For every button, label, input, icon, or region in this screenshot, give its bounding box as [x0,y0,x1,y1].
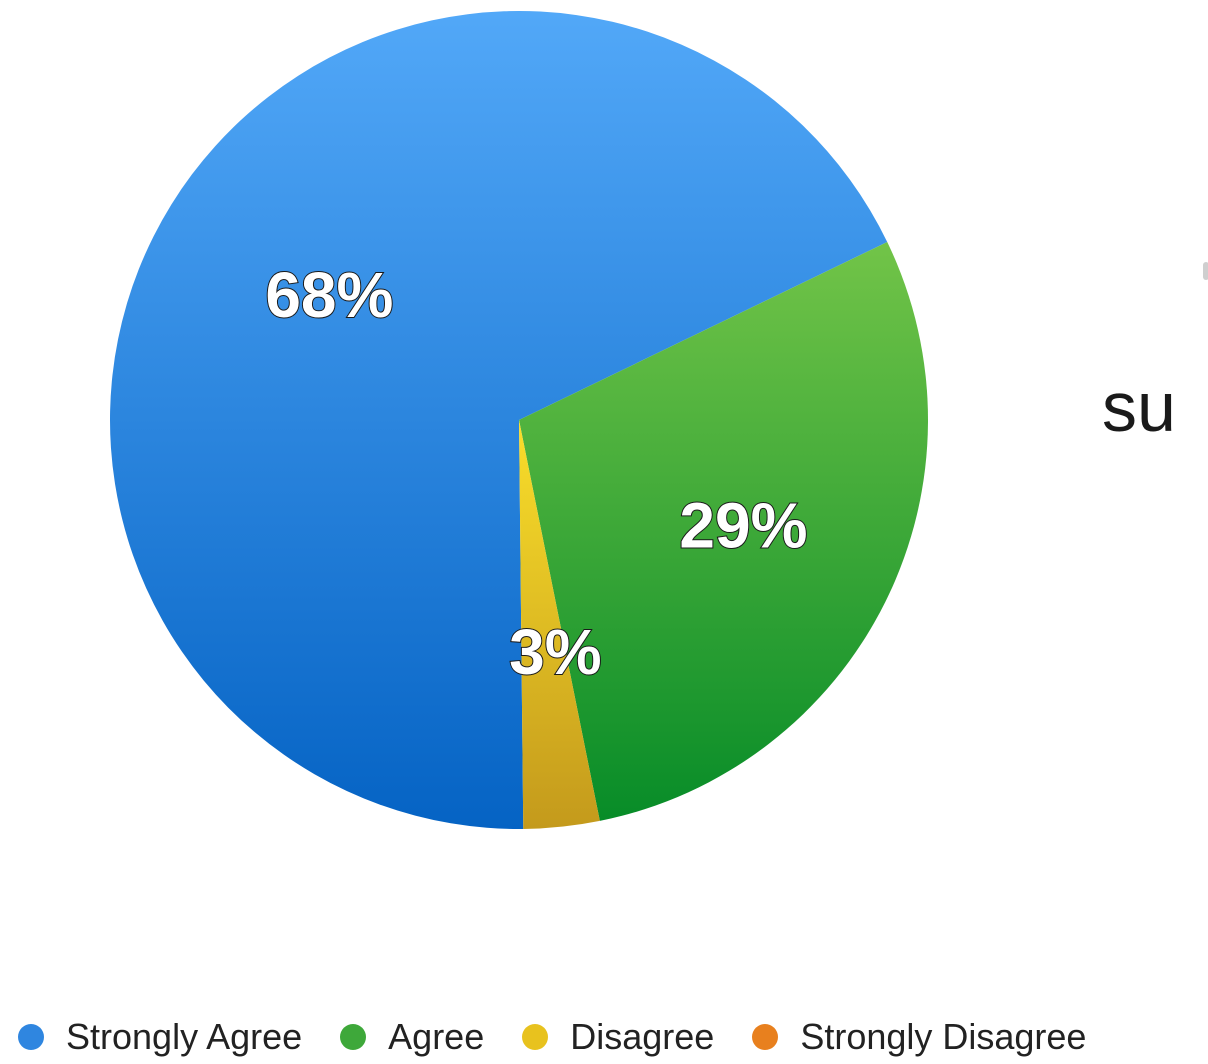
side-text: su [1102,368,1176,446]
legend-swatch-strongly-agree [18,1024,44,1050]
legend-item-strongly-disagree: Strongly Disagree [752,1016,1086,1058]
pie-slice-strongly-agree [110,11,888,830]
pie-chart: 68% 29% 3% [110,11,929,830]
legend-label-strongly-disagree: Strongly Disagree [800,1016,1087,1057]
side-mark [1203,262,1208,280]
pie-slices [110,11,929,830]
pie-slice-agree [519,241,929,821]
legend-item-agree: Agree [340,1016,484,1058]
legend-swatch-agree [340,1024,367,1050]
legend-label-disagree: Disagree [570,1016,715,1057]
data-label-strongly-agree: 68% [265,259,393,331]
legend-item-strongly-agree: Strongly Agree [18,1016,302,1058]
legend-label-agree: Agree [388,1016,485,1057]
legend-label-strongly-agree: Strongly Agree [66,1016,303,1057]
pie-slice-disagree [519,420,600,829]
legend-item-disagree: Disagree [522,1016,714,1058]
data-label-disagree: 3% [509,616,602,688]
legend-swatch-disagree [522,1024,549,1050]
pie-data-labels: 68% 29% 3% [264,258,808,689]
legend-swatch-strongly-disagree [752,1024,779,1050]
chart-legend: Strongly Agree Agree Disagree Strongly Disa… [18,1016,1086,1058]
data-label-agree: 29% [679,489,807,561]
